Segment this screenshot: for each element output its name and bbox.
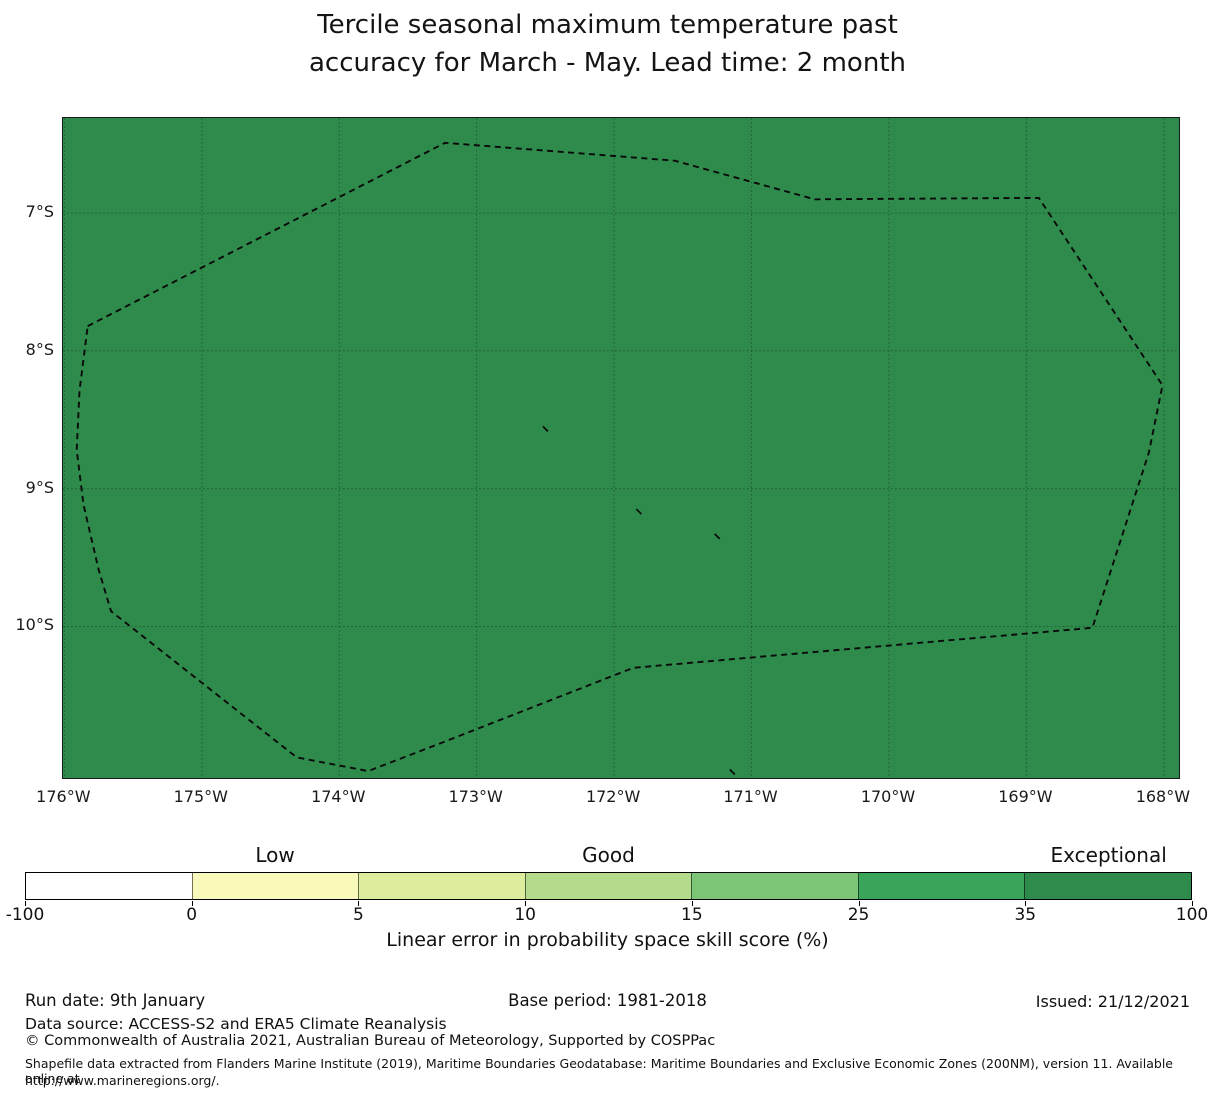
- x-axis-tick-label: 172°W: [585, 787, 641, 806]
- colorbar-segment: [191, 873, 359, 899]
- page-title: Tercile seasonal maximum temperature pas…: [0, 6, 1215, 82]
- x-axis-tick-label: 175°W: [173, 787, 228, 806]
- x-axis-tick-label: 169°W: [998, 787, 1053, 806]
- footer-run-date: Run date: 9th January: [25, 991, 206, 1010]
- title-line-2: accuracy for March - May. Lead time: 2 m…: [308, 48, 906, 78]
- eez-boundary-outline: [75, 141, 1164, 773]
- colorbar-tick: [1025, 901, 1027, 906]
- footer-shapefile-attribution: Shapefile data extracted from Flanders M…: [25, 1056, 1173, 1086]
- x-axis-tick-label: 170°W: [860, 787, 916, 806]
- colorbar-tick-label: 25: [847, 905, 870, 925]
- eez-skill-map: [63, 118, 1179, 778]
- footer-shapefile-url: http://www.marineregions.org/.: [25, 1073, 220, 1088]
- colorbar-tick: [525, 901, 527, 906]
- map-plot-area: [62, 117, 1180, 779]
- y-axis-tick-label: 10°S: [15, 615, 54, 635]
- y-axis-tick-label: 7°S: [25, 202, 54, 222]
- colorbar-segment: [524, 873, 692, 899]
- colorbar-tick-label: -100: [5, 905, 45, 925]
- colorbar-tick: [191, 901, 193, 906]
- footer-data-source: Data source: ACCESS-S2 and ERA5 Climate …: [25, 1015, 447, 1033]
- colorbar-segment: [26, 873, 192, 899]
- colorbar-axis-label: Linear error in probability space skill …: [386, 929, 829, 951]
- colorbar-tick-label: 0: [186, 905, 198, 925]
- colorbar-category-label: Low: [255, 843, 295, 867]
- colorbar-segment: [857, 873, 1025, 899]
- x-axis-tick-label: 168°W: [1135, 787, 1191, 806]
- x-axis-tick-label: 174°W: [311, 787, 366, 806]
- colorbar-category-label: Good: [582, 843, 635, 867]
- x-axis-tick-label: 173°W: [448, 787, 503, 806]
- y-axis-tick-label: 8°S: [25, 339, 54, 359]
- colorbar-segment: [1024, 873, 1192, 899]
- island-mark: [635, 508, 642, 515]
- x-axis-tick-label: 176°W: [36, 787, 91, 806]
- y-axis-tick-label: 9°S: [25, 477, 54, 497]
- colorbar-tick-label: 100: [1175, 905, 1209, 925]
- colorbar-tick: [358, 901, 360, 906]
- title-line-1: Tercile seasonal maximum temperature pas…: [317, 10, 898, 40]
- footer-base-period: Base period: 1981-2018: [508, 991, 707, 1010]
- footer-copyright: © Commonwealth of Australia 2021, Austra…: [25, 1033, 716, 1049]
- x-axis-tick-label: 171°W: [723, 787, 778, 806]
- colorbar-tick: [1192, 901, 1193, 906]
- colorbar-category-label: Exceptional: [1050, 843, 1167, 867]
- colorbar-tick: [25, 901, 26, 906]
- colorbar-tick-label: 15: [681, 905, 703, 925]
- island-mark: [714, 533, 721, 540]
- island-mark: [542, 425, 549, 432]
- colorbar-segment: [691, 873, 858, 899]
- colorbar-tick-label: 5: [353, 905, 364, 925]
- colorbar-segment: [358, 873, 525, 899]
- island-mark: [729, 768, 736, 776]
- colorbar-tick-label: 10: [514, 905, 536, 925]
- colorbar-tick: [858, 901, 860, 906]
- colorbar-tick-label: 35: [1014, 905, 1037, 925]
- colorbar-tick: [691, 901, 693, 906]
- colorbar: [25, 872, 1192, 900]
- footer-issued-date: Issued: 21/12/2021: [1035, 992, 1190, 1011]
